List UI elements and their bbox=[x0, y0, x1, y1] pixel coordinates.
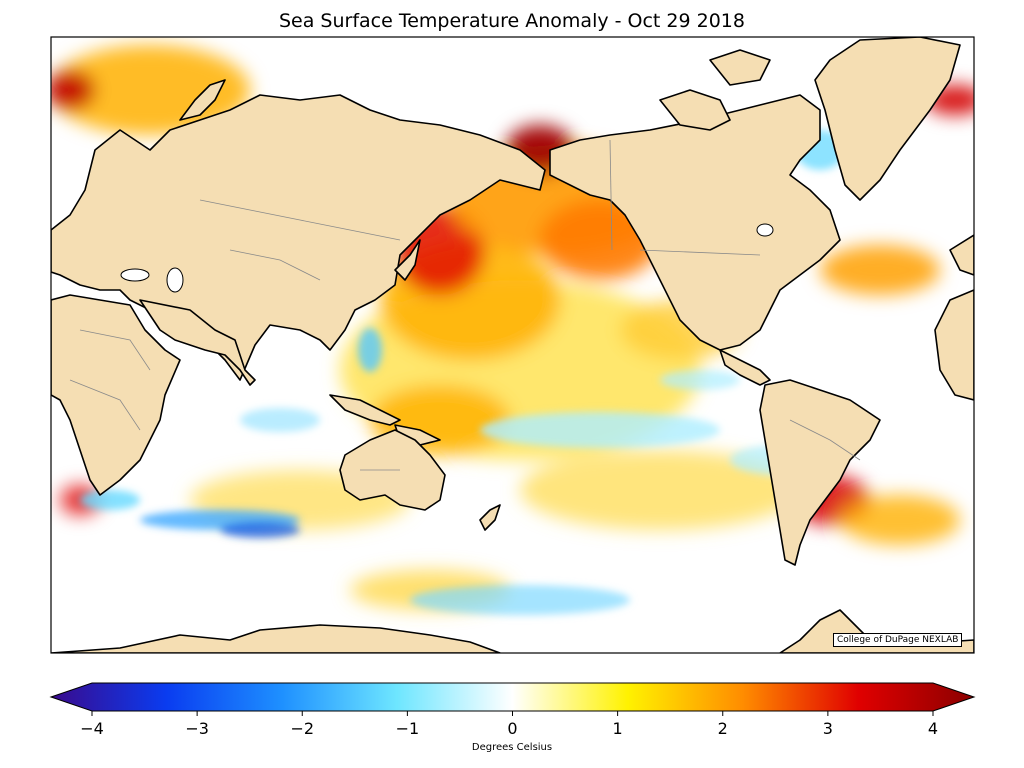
caspian-sea bbox=[166, 267, 184, 293]
sst-anomaly-map bbox=[50, 36, 975, 654]
inland-waters bbox=[120, 223, 774, 293]
land-new-zealand bbox=[479, 504, 501, 531]
land bbox=[51, 37, 974, 653]
colorbar-tick-label: −3 bbox=[185, 719, 209, 738]
land-south-america bbox=[759, 379, 881, 566]
colorbar-tick-label: 2 bbox=[717, 719, 728, 738]
land-north-america bbox=[549, 94, 841, 351]
colorbar-tick-label: 0 bbox=[507, 719, 518, 738]
land-ellesmere bbox=[709, 49, 771, 86]
land-antarctica-west bbox=[51, 624, 501, 653]
land-africa-east-edge bbox=[934, 289, 974, 401]
colorbar-tick-label: −1 bbox=[395, 719, 420, 738]
land-japan bbox=[394, 239, 421, 281]
map-frame bbox=[50, 36, 975, 654]
land-europe-east-edge bbox=[949, 234, 974, 276]
colorbar bbox=[49, 682, 976, 716]
colorbar-tick-label: 1 bbox=[612, 719, 623, 738]
colorbar-label: Degrees Celsius bbox=[471, 742, 553, 753]
colorbar-tick-label: −2 bbox=[290, 719, 315, 738]
colorbar-ticks bbox=[91, 711, 934, 716]
colorbar-tick-label: −4 bbox=[80, 719, 104, 738]
land-novaya-zemlya bbox=[179, 79, 226, 121]
black-sea bbox=[120, 268, 150, 282]
land-arctic-archipelago bbox=[659, 89, 731, 131]
land-africa bbox=[51, 294, 181, 496]
map-title: Sea Surface Temperature Anomaly - Oct 29… bbox=[279, 10, 745, 32]
land-indonesia bbox=[329, 394, 401, 426]
land-arabia-india bbox=[139, 299, 256, 386]
land-central-america bbox=[719, 349, 771, 386]
colorbar-tick-label: 4 bbox=[927, 719, 939, 738]
colorbar-bar bbox=[49, 682, 976, 712]
land-greenland bbox=[814, 37, 961, 201]
great-lakes bbox=[756, 223, 774, 237]
colorbar-tick-label: 3 bbox=[822, 719, 833, 738]
country-borders bbox=[69, 139, 861, 471]
credit-label: College of DuPage NEXLAB bbox=[833, 633, 963, 647]
